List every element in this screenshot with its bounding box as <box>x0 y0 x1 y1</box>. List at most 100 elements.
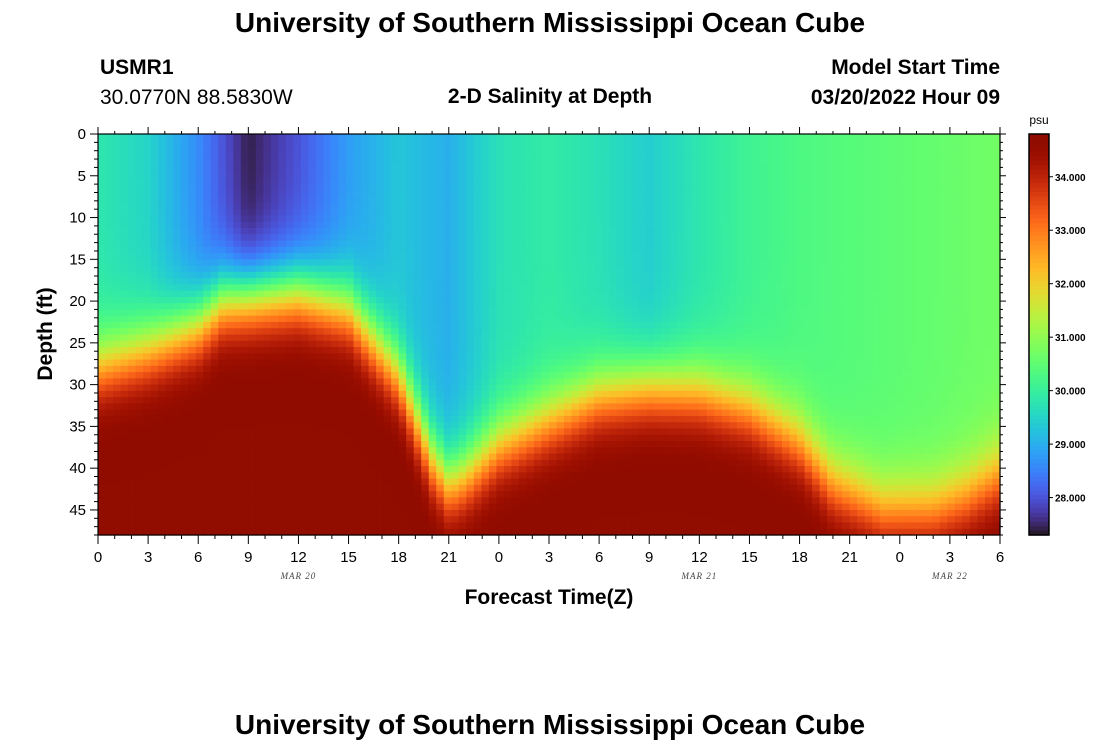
heatmap-cell <box>218 271 227 279</box>
heatmap-cell <box>654 472 663 480</box>
heatmap-cell <box>398 434 407 442</box>
heatmap-cell <box>331 359 340 367</box>
heatmap-cell <box>533 196 543 204</box>
heatmap-cell <box>511 472 520 480</box>
heatmap-cell <box>248 190 257 198</box>
heatmap-cell <box>549 171 558 179</box>
heatmap-cell <box>406 522 415 530</box>
heatmap-cell <box>285 509 295 517</box>
heatmap-cell <box>391 415 400 423</box>
heatmap-cell <box>421 372 430 379</box>
heatmap-cell <box>646 296 655 304</box>
heatmap-cell <box>556 503 565 511</box>
heatmap-cell <box>533 184 543 191</box>
heatmap-cell <box>481 134 490 141</box>
heatmap-cell <box>391 259 400 267</box>
heatmap-cell <box>571 466 580 473</box>
heatmap-cell <box>376 296 385 304</box>
heatmap-cell <box>210 215 219 223</box>
heatmap-cell <box>586 472 595 480</box>
heatmap-cell <box>368 409 377 417</box>
heatmap-cell <box>669 453 678 461</box>
heatmap-cell <box>564 347 573 354</box>
heatmap-cell <box>383 215 392 223</box>
heatmap-cell <box>646 415 655 423</box>
heatmap-cell <box>503 397 513 405</box>
heatmap-cell <box>128 365 137 373</box>
heatmap-cell <box>300 466 310 473</box>
heatmap-cell <box>579 340 588 348</box>
heatmap-cell <box>293 397 302 405</box>
heatmap-cell <box>308 365 317 373</box>
heatmap-cell <box>331 240 340 248</box>
heatmap-cell <box>579 384 588 392</box>
heatmap-cell <box>165 134 174 141</box>
heatmap-cell <box>466 184 475 191</box>
heatmap-cell <box>105 240 114 248</box>
heatmap-cell <box>315 271 325 279</box>
heatmap-cell <box>195 372 204 379</box>
heatmap-cell <box>383 290 392 298</box>
heatmap-cell <box>376 334 385 342</box>
heatmap-cell <box>135 353 144 361</box>
heatmap-cell <box>579 165 588 173</box>
heatmap-cell <box>195 390 204 398</box>
heatmap-cell <box>315 428 325 436</box>
heatmap-cell <box>203 246 212 254</box>
heatmap-cell <box>586 365 595 373</box>
heatmap-cell <box>541 171 550 179</box>
heatmap-cell <box>676 209 685 217</box>
heatmap-cell <box>210 403 219 411</box>
heatmap-cell <box>533 522 543 530</box>
heatmap-cell <box>391 177 400 185</box>
heatmap-cell <box>158 152 167 160</box>
heatmap-cell <box>443 509 452 517</box>
heatmap-cell <box>203 378 212 386</box>
heatmap-cell <box>601 177 610 185</box>
heatmap-cell <box>503 447 513 455</box>
heatmap-cell <box>323 415 332 423</box>
heatmap-cell <box>346 321 355 329</box>
heatmap-cell <box>323 190 332 198</box>
heatmap-cell <box>406 209 415 217</box>
heatmap-cell <box>218 215 227 223</box>
heatmap-cell <box>511 509 520 517</box>
heatmap-cell <box>421 196 430 204</box>
heatmap-cell <box>150 378 159 386</box>
heatmap-cell <box>376 415 385 423</box>
heatmap-cell <box>646 159 655 166</box>
heatmap-cell <box>428 309 437 317</box>
heatmap-cell <box>323 177 332 185</box>
heatmap-cell <box>541 303 550 311</box>
heatmap-cell <box>98 353 107 361</box>
heatmap-cell <box>278 177 287 185</box>
heatmap-cell <box>383 359 392 367</box>
heatmap-cell <box>173 447 182 455</box>
heatmap-cell <box>361 315 370 323</box>
heatmap-cell <box>624 234 633 242</box>
heatmap-cell <box>158 365 167 373</box>
heatmap-cell <box>579 472 588 480</box>
heatmap-cell <box>120 328 129 336</box>
heatmap-cell <box>639 334 648 342</box>
heatmap-cell <box>564 403 573 411</box>
heatmap-cell <box>549 321 558 329</box>
heatmap-cell <box>248 290 257 298</box>
heatmap-cell <box>270 202 279 210</box>
heatmap-cell <box>654 340 663 348</box>
heatmap-cell <box>511 522 520 530</box>
heatmap-cell <box>195 234 204 242</box>
heatmap-cell <box>488 447 497 455</box>
heatmap-cell <box>624 309 633 317</box>
heatmap-cell <box>203 278 212 285</box>
heatmap-cell <box>233 227 242 235</box>
heatmap-cell <box>594 290 603 298</box>
heatmap-cell <box>533 259 543 267</box>
heatmap-cell <box>646 196 655 204</box>
heatmap-cell <box>361 466 370 473</box>
heatmap-cell <box>285 253 295 260</box>
heatmap-cell <box>556 227 565 235</box>
heatmap-cell <box>398 284 407 292</box>
heatmap-cell <box>428 472 437 480</box>
heatmap-cell <box>361 497 370 505</box>
